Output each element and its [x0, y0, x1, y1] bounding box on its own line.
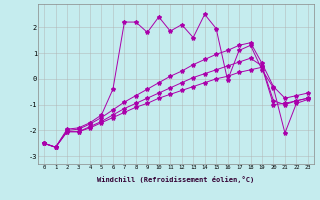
X-axis label: Windchill (Refroidissement éolien,°C): Windchill (Refroidissement éolien,°C)	[97, 176, 255, 183]
